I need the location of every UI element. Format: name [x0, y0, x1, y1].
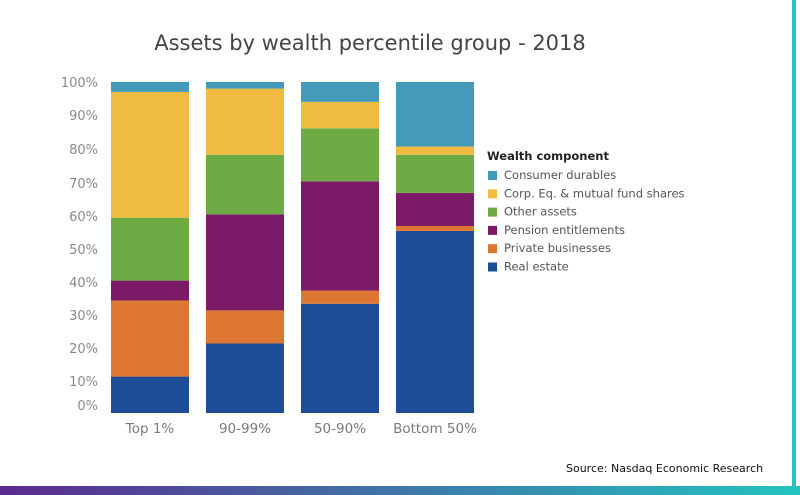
bottom-gradient-bar	[0, 486, 800, 495]
source-note: Source: Nasdaq Economic Research	[566, 462, 763, 475]
y-tick-label: 0%	[77, 399, 98, 414]
legend-swatch	[488, 171, 497, 180]
bar-segment	[396, 230, 474, 413]
y-tick-label: 80%	[69, 143, 98, 158]
legend-item-label: Private businesses	[504, 241, 611, 255]
bar-segment	[396, 146, 474, 155]
legend-title: Wealth component	[487, 149, 609, 163]
y-tick-label: 40%	[69, 276, 98, 291]
bar-segment	[111, 217, 189, 281]
y-tick-label: 20%	[69, 342, 98, 357]
legend-swatch	[488, 244, 497, 254]
bar-segment	[111, 91, 189, 218]
legend-swatch	[488, 262, 497, 272]
bar-segment	[396, 82, 474, 147]
y-tick-label: 70%	[69, 177, 98, 192]
bar-segment	[206, 310, 284, 344]
bar-segment	[111, 376, 189, 413]
legend-swatch	[488, 207, 497, 217]
y-tick-label: 30%	[69, 309, 98, 324]
y-tick-label: 50%	[69, 243, 98, 258]
bar-segment	[206, 88, 284, 155]
bar-segment	[206, 214, 284, 311]
chart-title: Assets by wealth percentile group - 2018	[154, 31, 586, 55]
y-tick-label: 60%	[69, 210, 98, 225]
bar-segment	[301, 128, 379, 182]
bar-segment	[206, 154, 284, 215]
bar-segment	[396, 154, 474, 193]
right-border-accent	[792, 0, 796, 495]
bar-segment	[301, 290, 379, 304]
y-tick-label: 100%	[61, 76, 98, 91]
y-tick-label: 10%	[69, 375, 98, 390]
bar-segment	[111, 280, 189, 301]
bar-group	[111, 82, 474, 413]
legend-item-label: Real estate	[504, 260, 569, 274]
bar-segment	[111, 82, 189, 92]
y-tick-label: 90%	[69, 109, 98, 124]
bar-segment	[301, 303, 379, 413]
legend-item-label: Corp. Eq. & mutual fund shares	[504, 186, 685, 200]
bar-segment	[396, 225, 474, 231]
bar-segment	[301, 101, 379, 129]
legend-item-label: Pension entitlements	[504, 223, 625, 237]
x-axis: Top 1% 90-99% 50-90% Bottom 50%	[125, 421, 477, 437]
legend-swatch	[488, 189, 497, 199]
bar-segment	[111, 300, 189, 377]
bar-segment	[206, 82, 284, 89]
legend-item-label: Other assets	[504, 205, 577, 219]
bar-segment	[396, 192, 474, 226]
legend-item-label: Consumer durables	[504, 168, 616, 182]
x-tick-label: Bottom 50%	[393, 421, 477, 437]
legend-swatch	[488, 225, 497, 235]
x-tick-label: Top 1%	[125, 421, 175, 437]
bar-segment	[206, 343, 284, 413]
y-axis: 100% 90% 80% 70% 60% 50% 40% 30% 20% 10% 0%	[61, 76, 98, 414]
x-tick-label: 90-99%	[219, 421, 271, 437]
legend: Wealth component Consumer durables Corp. …	[487, 149, 685, 274]
x-tick-label: 50-90%	[314, 421, 366, 437]
bar-segment	[301, 82, 379, 102]
bar-segment	[301, 181, 379, 291]
